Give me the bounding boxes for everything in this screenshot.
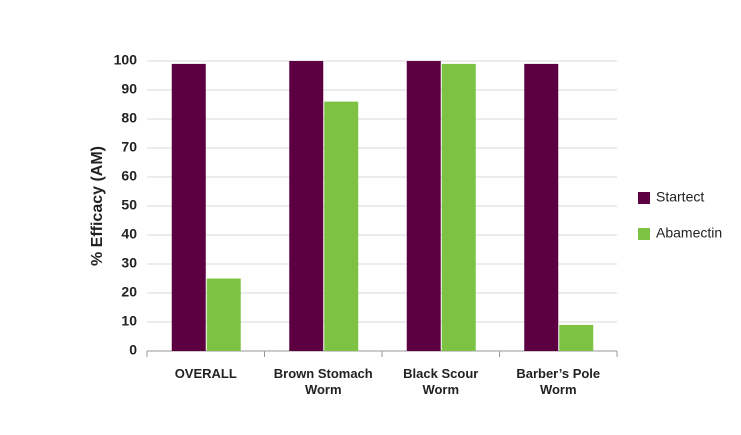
y-tick-label: 40 xyxy=(121,226,137,242)
x-tick-label: Brown Stomach Worm xyxy=(273,366,373,397)
y-tick-label: 10 xyxy=(121,313,137,329)
bar xyxy=(324,101,359,351)
bar xyxy=(206,278,241,351)
x-tick-label: OVERALL xyxy=(174,366,237,381)
x-tick-label: Black Scour Worm xyxy=(403,366,479,397)
legend-label: Abamectin xyxy=(656,225,722,241)
y-tick-label: 20 xyxy=(121,284,137,300)
bar xyxy=(524,63,559,352)
bar xyxy=(559,324,594,351)
y-tick-label: 100 xyxy=(114,52,138,68)
bar xyxy=(171,63,206,352)
bar xyxy=(289,61,324,351)
legend-swatch xyxy=(638,192,650,204)
legend-label: Startect xyxy=(656,189,704,205)
x-tick-label: Barber’s Pole Worm xyxy=(516,366,601,397)
y-tick-label: 60 xyxy=(121,168,137,184)
y-tick-label: 50 xyxy=(121,197,137,213)
bar xyxy=(406,61,441,351)
y-tick-label: 0 xyxy=(129,342,137,358)
legend-swatch xyxy=(638,228,650,240)
y-tick-label: 90 xyxy=(121,81,137,97)
y-tick-label: 70 xyxy=(121,139,137,155)
y-axis-label: % Efficacy (AM) xyxy=(89,146,106,266)
y-tick-label: 80 xyxy=(121,110,137,126)
bar xyxy=(441,63,476,352)
y-tick-label: 30 xyxy=(121,255,137,271)
